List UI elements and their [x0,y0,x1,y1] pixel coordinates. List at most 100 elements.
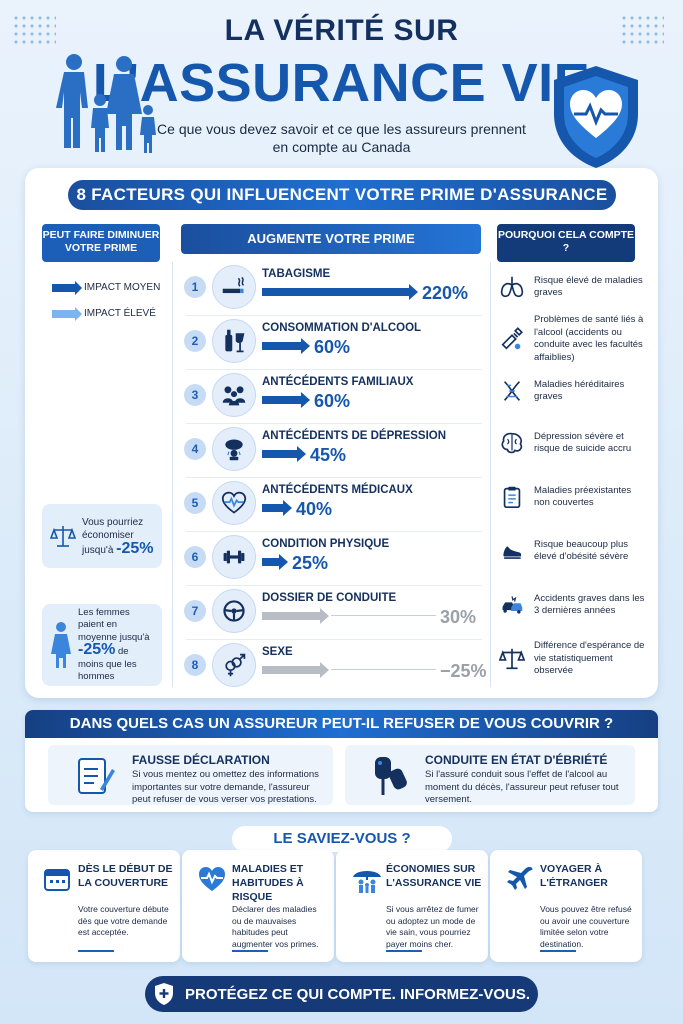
tip-underline [386,950,422,952]
bottle-icon [498,325,526,353]
factor-impact-bar [262,284,418,300]
page-title-line2: L'ASSURANCE VIE [92,53,591,113]
depression-icon [212,427,256,471]
factor-number: 1 [184,276,206,298]
factor-number: 6 [184,546,206,568]
sneaker-icon [498,537,526,565]
factor-impact-bar [262,446,306,462]
factor-row: 8 SEXE −25% [178,640,490,694]
row-divider [186,369,482,370]
factors-section-title: 8 FACTEURS QUI INFLUENCENT VOTRE PRIME D… [68,180,616,234]
scale-icon [50,526,76,547]
factor-number: 2 [184,330,206,352]
decor-dots-right [620,14,664,46]
factor-impact-bar [262,608,329,624]
factor-value: −25% [440,661,487,681]
factor-value: 30% [440,607,477,627]
factor-row: 5 ANTÉCÉDENTS MÉDICAUX 40% [178,478,490,532]
legend-medium-label: IMPACT MOYEN [84,282,161,293]
row-divider [186,477,482,478]
tip-card: VOYAGER À L'ÉTRANGER Vous pouvez être ref… [490,850,642,962]
row-divider [186,315,482,316]
tip-card: ÉCONOMIES SUR L'ASSURANCE VIE Si vous arr… [336,850,488,962]
reason-text: Maladies héréditaires graves [534,378,625,403]
factor-label: ANTÉCÉDENTS DE DÉPRESSION [262,430,447,442]
factor-impact-bar [262,392,310,408]
factor-label: DOSSIER DE CONDUITE [262,592,397,604]
dumbbell-icon [212,535,256,579]
tip-underline [78,950,114,952]
reason-row: Risque élevé de maladies graves [498,262,648,312]
women-savings-box: Les femmes paient en moyenne jusqu'à -25… [42,604,162,686]
tip-title: VOYAGER À L'ÉTRANGER [540,863,608,889]
reason-text: Risque élevé de maladies graves [534,274,643,299]
umbrella-family-icon [350,864,384,899]
women-savings-value: -25% [78,641,116,658]
savings-box: Vous pourriez économiser jusqu'à -25% [42,504,162,568]
calendar-icon [42,864,72,899]
factor-number: 8 [184,654,206,676]
tip-underline [540,950,576,952]
factor-number: 4 [184,438,206,460]
reason-row: Problèmes de santé liés à l'alcool (acci… [498,314,648,364]
false-declaration-icon [78,758,115,794]
row-divider [186,531,482,532]
factor-row: 4 ANTÉCÉDENTS DE DÉPRESSION 45% [178,424,490,478]
factor-label: CONDITION PHYSIQUE [262,538,390,550]
tip-text: Si vous arrêtez de fumer ou adoptez un m… [386,904,479,949]
women-savings-text-after: de moins que les hommes [78,646,137,682]
savings-value: -25% [116,539,154,557]
factor-guide-line [331,615,436,616]
footer-banner: PROTÉGEZ CE QUI COMPTE. INFORMEZ-VOUS. [145,976,538,1012]
car-keys-icon [375,757,407,795]
factor-number: 3 [184,384,206,406]
factor-row: 2 CONSOMMATION D'ALCOOL 60% [178,316,490,370]
factor-impact-bar [262,338,310,354]
factor-row: 3 ANTÉCÉDENTS FAMILIAUX 60% [178,370,490,424]
decor-dots-left [12,14,56,46]
factor-label: TABAGISME [262,268,331,280]
gender-icon [212,643,256,687]
factor-label: SEXE [262,646,293,658]
legend-high: IMPACT ÉLEVÉ [52,306,172,321]
factor-label: ANTÉCÉDENTS MÉDICAUX [262,484,413,496]
tip-title: MALADIES ET HABITUDES À RISQUE [232,863,304,903]
savings-text: Vous pourriez économiser jusqu'à [82,516,144,556]
factor-value: 60% [314,391,351,411]
reason-text: Risque beaucoup plus élevé d'obésité sév… [534,538,629,563]
tip-title: ÉCONOMIES SUR L'ASSURANCE VIE [386,863,482,889]
reason-row: Dépression sévère et risque de suicide a… [498,418,648,468]
footer-text: PROTÉGEZ CE QUI COMPTE. INFORMEZ-VOUS. [184,985,530,1003]
column-divider [172,262,173,687]
reason-text: Dépression sévère et risque de suicide a… [534,430,632,455]
increase-column-header: AUGMENTE VOTRE PRIME [181,224,481,254]
reason-text: Problèmes de santé liés à l'alcool (acci… [534,314,644,363]
refusal-item-false-declaration: FAUSSE DÉCLARATION Si vous mentez ou ome… [48,745,333,805]
refusal-title: FAUSSE DÉCLARATION [132,753,270,767]
refusal-text: Si vous mentez ou omettez des informatio… [132,769,319,805]
airplane-icon [504,864,536,899]
tip-card: MALADIES ET HABITUDES À RISQUE Déclarer d… [182,850,334,962]
heart-pulse-icon [212,481,256,525]
factor-number: 7 [184,600,206,622]
family-icon [212,373,256,417]
steering-wheel-icon [212,589,256,633]
alcohol-icon [212,319,256,363]
why-column-header: POURQUOI CELA COMPTE ? [497,224,635,262]
arrow-icon [52,280,82,295]
did-you-know-title: LE SAVIEZ-VOUS ? [232,826,452,852]
legend-medium: IMPACT MOYEN [52,280,172,295]
tip-underline [232,950,268,952]
lungs-icon [498,273,526,301]
page-title-line1: LA VÉRITÉ SUR [224,14,459,47]
refusal-text: Si l'assuré conduit sous l'effet de l'al… [425,769,619,805]
tip-card: DÈS LE DÉBUT DE LA COUVERTURE Votre couve… [28,850,180,962]
factor-impact-bar [262,662,329,678]
tip-text: Déclarer des maladies ou de mauvaises ha… [232,904,319,949]
arrow-icon [52,306,82,321]
factor-value: 45% [310,445,347,465]
shield-heart-icon [554,66,638,168]
reason-row: Risque beaucoup plus élevé d'obésité sév… [498,526,648,576]
reason-row: Différence d'espérance de vie statistiqu… [498,634,648,684]
brain-icon [498,429,526,457]
